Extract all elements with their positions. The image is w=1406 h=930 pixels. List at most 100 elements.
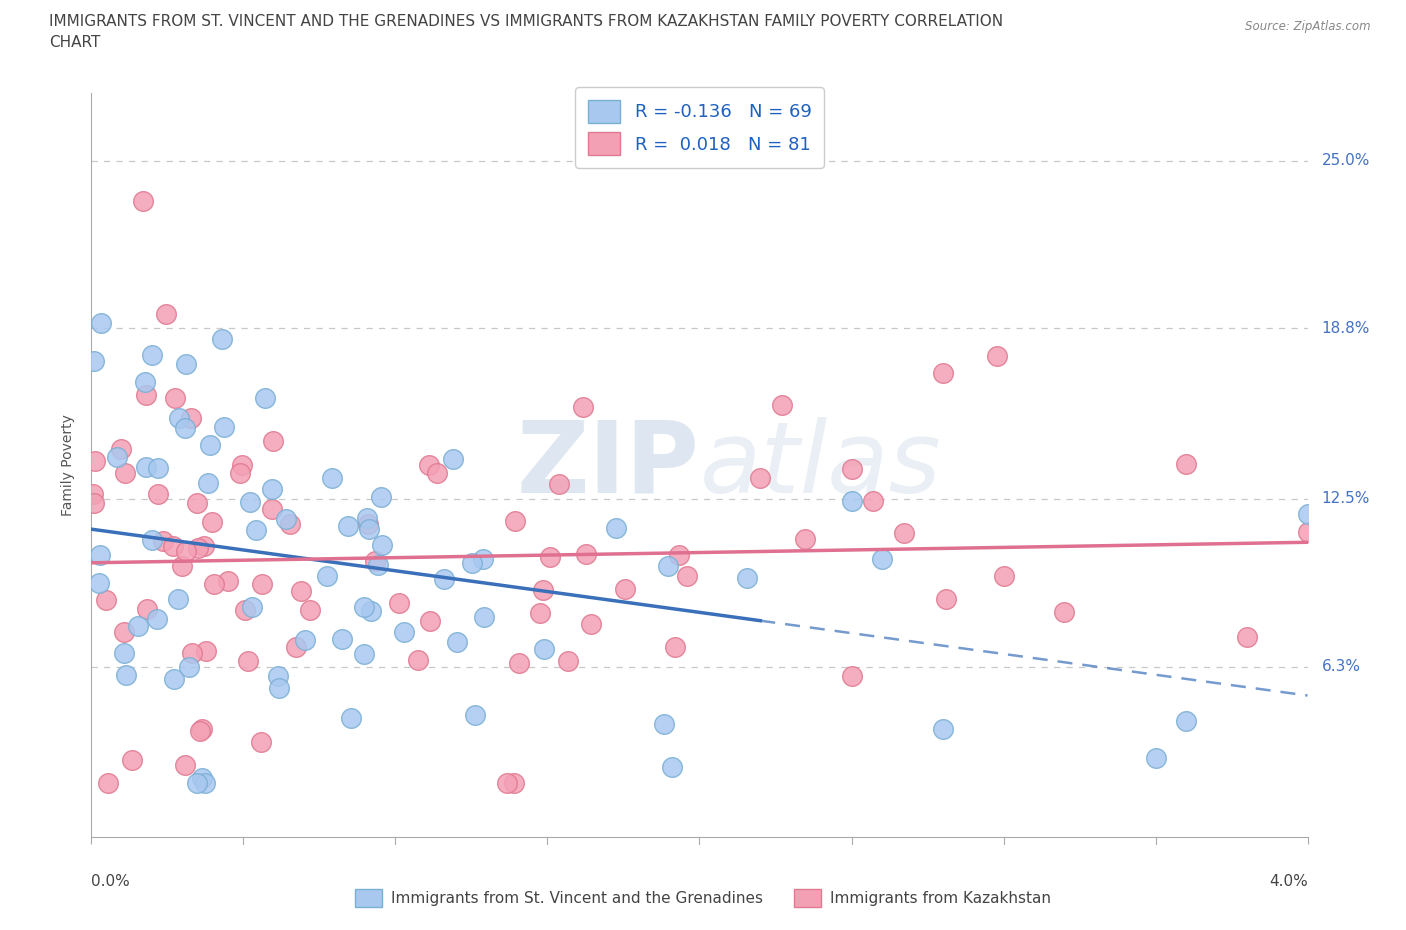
Point bbox=[267, 680, 290, 695]
Point bbox=[134, 375, 156, 390]
Point bbox=[1296, 525, 1319, 539]
Point bbox=[668, 548, 690, 563]
Point bbox=[188, 724, 211, 738]
Point bbox=[337, 519, 360, 534]
Point bbox=[172, 559, 194, 574]
Point bbox=[357, 522, 380, 537]
Point bbox=[495, 776, 517, 790]
Point bbox=[186, 541, 208, 556]
Point bbox=[508, 656, 530, 671]
Point bbox=[357, 517, 380, 532]
Point bbox=[166, 591, 188, 606]
Point bbox=[112, 645, 135, 660]
Point bbox=[276, 512, 298, 526]
Point bbox=[657, 559, 679, 574]
Point bbox=[1236, 630, 1258, 644]
Point bbox=[179, 659, 201, 674]
Point bbox=[353, 646, 375, 661]
Point bbox=[363, 554, 385, 569]
Point bbox=[433, 571, 456, 586]
Point bbox=[862, 494, 884, 509]
Point bbox=[262, 433, 284, 448]
Point bbox=[146, 612, 169, 627]
Point bbox=[212, 419, 235, 434]
Point bbox=[253, 391, 276, 405]
Point bbox=[356, 511, 378, 525]
Point bbox=[197, 476, 219, 491]
Legend: Immigrants from St. Vincent and the Grenadines, Immigrants from Kazakhstan: Immigrants from St. Vincent and the Gren… bbox=[349, 884, 1057, 913]
Point bbox=[294, 632, 316, 647]
Text: 18.8%: 18.8% bbox=[1322, 321, 1369, 336]
Point bbox=[250, 577, 273, 591]
Point bbox=[613, 582, 636, 597]
Point bbox=[548, 476, 571, 491]
Point bbox=[533, 641, 555, 656]
Point bbox=[260, 501, 283, 516]
Point bbox=[112, 624, 135, 639]
Text: 6.3%: 6.3% bbox=[1322, 659, 1361, 674]
Y-axis label: Family Poverty: Family Poverty bbox=[62, 414, 76, 516]
Point bbox=[441, 451, 464, 466]
Point bbox=[127, 618, 149, 633]
Point bbox=[229, 465, 252, 480]
Point bbox=[461, 556, 484, 571]
Point bbox=[169, 410, 191, 425]
Point bbox=[503, 513, 526, 528]
Point bbox=[330, 631, 353, 646]
Point bbox=[531, 582, 554, 597]
Point bbox=[121, 752, 143, 767]
Point bbox=[661, 759, 683, 774]
Point bbox=[146, 486, 169, 501]
Point bbox=[250, 735, 273, 750]
Point bbox=[180, 410, 202, 425]
Point bbox=[239, 495, 262, 510]
Point bbox=[89, 575, 111, 590]
Point bbox=[841, 461, 863, 476]
Text: CHART: CHART bbox=[49, 35, 101, 50]
Point bbox=[186, 776, 208, 790]
Point bbox=[136, 602, 159, 617]
Point bbox=[245, 523, 267, 538]
Point bbox=[200, 437, 222, 452]
Point bbox=[931, 365, 953, 380]
Point bbox=[503, 776, 526, 790]
Text: IMMIGRANTS FROM ST. VINCENT AND THE GRENADINES VS IMMIGRANTS FROM KAZAKHSTAN FAM: IMMIGRANTS FROM ST. VINCENT AND THE GREN… bbox=[49, 14, 1004, 29]
Point bbox=[83, 496, 105, 511]
Point bbox=[472, 551, 495, 566]
Point bbox=[174, 356, 197, 371]
Point bbox=[155, 307, 177, 322]
Point bbox=[141, 347, 163, 362]
Point bbox=[841, 669, 863, 684]
Point bbox=[235, 603, 257, 618]
Point bbox=[406, 653, 429, 668]
Point bbox=[260, 482, 283, 497]
Point bbox=[986, 349, 1008, 364]
Point bbox=[772, 398, 794, 413]
Point bbox=[1296, 507, 1319, 522]
Point bbox=[538, 550, 561, 565]
Point bbox=[191, 771, 214, 786]
Text: 4.0%: 4.0% bbox=[1268, 874, 1308, 889]
Point bbox=[575, 546, 598, 561]
Point bbox=[664, 640, 686, 655]
Point bbox=[285, 639, 308, 654]
Point bbox=[211, 332, 233, 347]
Point bbox=[418, 458, 440, 472]
Point bbox=[135, 459, 157, 474]
Text: ZIP: ZIP bbox=[516, 417, 699, 513]
Point bbox=[290, 583, 312, 598]
Point bbox=[148, 461, 170, 476]
Point bbox=[115, 667, 138, 682]
Point bbox=[841, 493, 863, 508]
Point bbox=[110, 442, 132, 457]
Point bbox=[735, 571, 758, 586]
Point bbox=[340, 711, 363, 725]
Point bbox=[173, 420, 195, 435]
Point bbox=[870, 551, 893, 566]
Point bbox=[193, 538, 215, 553]
Point bbox=[186, 496, 208, 511]
Point bbox=[97, 776, 120, 790]
Point bbox=[165, 391, 187, 405]
Point bbox=[472, 610, 495, 625]
Point bbox=[419, 614, 441, 629]
